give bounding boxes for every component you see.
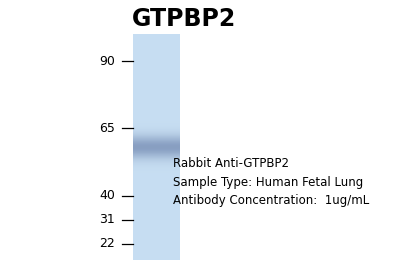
Text: 65: 65 bbox=[99, 122, 115, 135]
Text: Sample Type: Human Fetal Lung: Sample Type: Human Fetal Lung bbox=[174, 176, 364, 189]
Title: GTPBP2: GTPBP2 bbox=[132, 7, 236, 31]
Text: 31: 31 bbox=[99, 213, 115, 226]
Text: 40: 40 bbox=[99, 189, 115, 202]
Text: Rabbit Anti-GTPBP2: Rabbit Anti-GTPBP2 bbox=[174, 157, 290, 170]
Text: Antibody Concentration:  1ug/mL: Antibody Concentration: 1ug/mL bbox=[174, 194, 370, 207]
Text: 22: 22 bbox=[99, 237, 115, 250]
Text: 90: 90 bbox=[99, 55, 115, 68]
